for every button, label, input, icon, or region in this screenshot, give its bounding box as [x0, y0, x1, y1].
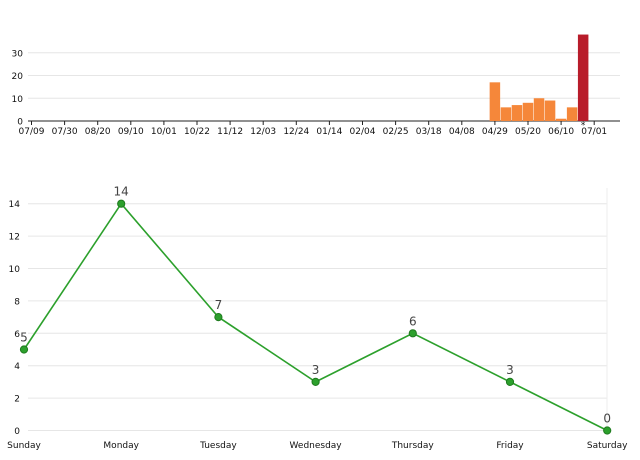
weekly-x-tick-label: 02/04 — [350, 127, 376, 137]
weekly-x-tick-label: 05/20 — [515, 127, 541, 137]
weekly-bar — [500, 107, 512, 121]
weekly-y-tick-label: 20 — [12, 72, 24, 82]
daily-y-tick-label: 0 — [14, 427, 20, 437]
weekly-bar — [522, 102, 534, 121]
weekly-x-tick-label: 04/08 — [449, 127, 475, 137]
daily-data-label: 3 — [506, 363, 514, 377]
daily-data-label: 3 — [312, 363, 320, 377]
daily-data-point — [603, 426, 612, 435]
daily-x-tick-label: Monday — [103, 441, 139, 451]
weekly-bar — [566, 107, 578, 121]
daily-data-label: 14 — [114, 185, 129, 199]
daily-x-tick-label: Tuesday — [199, 441, 237, 451]
daily-y-tick-label: 12 — [9, 233, 20, 243]
daily-y-tick-label: 8 — [14, 297, 20, 307]
daily-data-label: 5 — [20, 331, 28, 345]
daily-data-point — [505, 377, 515, 386]
weekly-x-tick-label: 04/29 — [482, 127, 508, 137]
daily-y-tick-label: 2 — [14, 395, 20, 405]
weekly-x-tick-label: 11/12 — [217, 127, 243, 137]
daily-x-tick-label: Sunday — [7, 441, 41, 451]
daily-x-tick-label: Friday — [496, 441, 524, 451]
weekly-x-tick-label: 10/22 — [184, 127, 210, 137]
weekly-x-tick-label: 03/18 — [416, 127, 442, 137]
weekly-bar — [533, 98, 545, 121]
weekly-x-tick-label: 08/20 — [85, 127, 111, 137]
weekly-bar — [489, 82, 501, 121]
daily-x-tick-label: Thursday — [391, 441, 435, 451]
weekly-x-tick-label: 07/30 — [52, 127, 78, 137]
daily-y-tick-label: 14 — [9, 200, 21, 210]
weekly-bar — [544, 100, 556, 121]
daily-x-tick-label: Wednesday — [290, 441, 343, 451]
daily-data-point — [214, 313, 223, 322]
daily-series-line — [23, 202, 608, 432]
weekly-x-tick-label: 12/03 — [250, 127, 276, 137]
weekly-x-tick-label: 10/01 — [151, 127, 177, 137]
weekly-x-tick-label: 09/10 — [118, 127, 144, 137]
weekly-x-tick-label: 01/14 — [316, 127, 342, 137]
weekly-x-tick-label: 06/10 — [548, 127, 574, 137]
daily-y-tick-label: 6 — [14, 330, 20, 340]
weekly-bar — [577, 34, 589, 121]
weekly-x-tick-label: 07/09 — [19, 127, 45, 137]
daily-x-tick-label: Saturday — [587, 441, 628, 451]
weekly-y-tick-label: 10 — [12, 95, 24, 105]
daily-data-label: 6 — [409, 314, 417, 328]
daily-data-point — [117, 199, 126, 208]
weekly-x-tick-label: 12/24 — [283, 127, 309, 137]
weekday-line-chart: 0 2 4 6 8 10 12 14 Sunday Monday Tuesday Wednesday T… — [7, 185, 628, 451]
weekly-bar-chart: 0 10 20 30 07/09 07/30 08/20 09/10 10/01 10/22 11/… — [12, 34, 620, 137]
daily-y-tick-label: 10 — [9, 265, 21, 275]
weekly-x-tick-label: 07/01 — [581, 127, 607, 137]
daily-data-label: 0 — [603, 412, 611, 426]
daily-data-label: 7 — [215, 298, 223, 312]
current-week-marker: * — [581, 121, 586, 131]
daily-y-tick-label: 4 — [14, 362, 20, 372]
weekly-bar — [511, 105, 523, 121]
weekly-bar — [555, 118, 567, 121]
daily-data-point — [408, 329, 417, 338]
weekly-y-tick-label: 30 — [12, 49, 24, 59]
daily-data-point — [311, 377, 320, 386]
weekly-x-tick-label: 02/25 — [383, 127, 409, 137]
weekly-y-tick-label: 0 — [17, 118, 23, 128]
daily-data-point — [19, 345, 29, 354]
